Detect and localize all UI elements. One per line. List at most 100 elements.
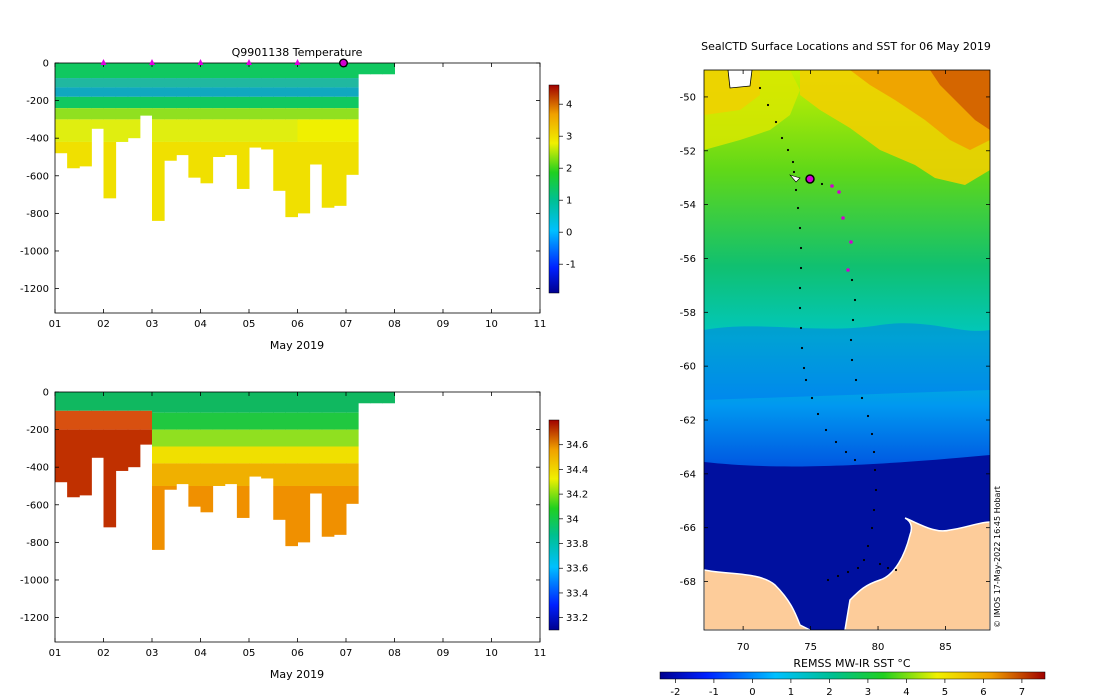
salinity-x-label: May 2019 xyxy=(270,668,324,681)
temperature-profile-cell xyxy=(164,87,177,97)
salinity-profile-cell xyxy=(297,429,311,447)
salinity-profile-cell xyxy=(249,392,262,413)
temperature-profile-cell xyxy=(79,119,92,142)
temperature-profile-cell xyxy=(200,108,214,120)
temperature-profile-cell xyxy=(333,96,347,109)
temperature-profile-cell xyxy=(370,63,383,75)
temperature-profile-cell xyxy=(261,119,274,142)
temperature-profile-cell xyxy=(273,108,286,120)
temperature-profile-cell xyxy=(91,119,104,129)
salinity-profile-cell xyxy=(333,485,347,535)
temperature-y-tick-label: -1200 xyxy=(20,284,49,295)
salinity-profile-cell xyxy=(200,429,214,447)
temperature-x-tick-label: 09 xyxy=(437,319,450,330)
salinity-profile-cell xyxy=(309,429,323,447)
sst-colorbar-tick-label: 5 xyxy=(942,687,948,698)
temperature-profile-cell xyxy=(164,96,177,109)
salinity-profile-cell xyxy=(91,392,104,411)
salinity-profiles xyxy=(55,392,395,550)
salinity-profile-cell xyxy=(249,446,262,464)
salinity-profile-cell xyxy=(346,463,359,486)
salinity-profile-cell xyxy=(67,392,80,411)
surface-marker xyxy=(294,59,301,65)
salinity-colorbar-tick-label: 34.6 xyxy=(566,440,588,451)
temperature-profile-cell xyxy=(115,108,129,120)
salinity-profile-cell xyxy=(309,412,323,430)
salinity-y-tick-label: -1200 xyxy=(20,613,49,624)
track-point xyxy=(878,562,882,566)
salinity-profile-cell xyxy=(285,392,298,413)
salinity-profile-cell xyxy=(370,392,383,404)
track-point xyxy=(851,318,855,322)
temperature-profile-cell xyxy=(115,63,129,79)
temperature-profile-cell xyxy=(152,141,165,221)
salinity-profile-cell xyxy=(188,429,201,447)
temperature-profile-cell xyxy=(152,119,165,142)
salinity-profile-cell xyxy=(188,463,201,486)
salinity-profile-cell xyxy=(67,429,80,498)
salinity-x-tick-label: 09 xyxy=(437,648,450,659)
temperature-y-tick-label: -1000 xyxy=(20,246,49,257)
temperature-profile-cell xyxy=(127,108,141,120)
salinity-profile-cell xyxy=(79,429,92,496)
temperature-profile-cell xyxy=(236,87,250,97)
salinity-profile-cell xyxy=(127,392,141,411)
salinity-profile-cell xyxy=(200,412,214,430)
temperature-colorbar-tick-label: 4 xyxy=(566,100,572,111)
track-point xyxy=(792,170,796,174)
track-point xyxy=(844,450,848,454)
track-point xyxy=(834,440,838,444)
temperature-profile-cell xyxy=(297,108,311,120)
temperature-profile-cell xyxy=(67,87,80,97)
temperature-profile-cell xyxy=(346,87,359,97)
temperature-profile-cell xyxy=(79,63,92,79)
salinity-profile-cell xyxy=(212,463,226,486)
map-lat-label: -60 xyxy=(680,362,696,373)
temperature-profile-cell xyxy=(236,78,250,88)
temperature-profile-cell xyxy=(176,78,189,88)
temperature-profile-cell xyxy=(224,78,238,88)
salinity-profile-cell xyxy=(285,446,298,464)
temperature-profile-cell xyxy=(321,141,335,208)
salinity-profile-cell xyxy=(224,463,238,485)
sst-colorbar-tick-label: 6 xyxy=(980,687,986,698)
map-latitude-axis: -50 -52 -54 -56 -58 -60 -62 -64 -66 -68 xyxy=(680,92,990,588)
temperature-columns xyxy=(55,63,395,221)
sst-field xyxy=(704,70,990,630)
temperature-colorbar-tick-label: -1 xyxy=(566,260,576,271)
salinity-profile-cell xyxy=(164,485,177,490)
track-point xyxy=(856,566,860,570)
temperature-profile-cell xyxy=(346,96,359,109)
temperature-profile-cell xyxy=(152,78,165,88)
salinity-y-tick-label: 0 xyxy=(43,388,49,399)
temperature-profile-cell xyxy=(273,78,286,88)
salinity-profile-cell xyxy=(115,392,129,411)
salinity-profile-cell xyxy=(115,410,129,430)
salinity-profile-cell xyxy=(152,463,165,486)
temperature-profile-cell xyxy=(224,119,238,142)
temperature-profile-cell xyxy=(55,96,68,109)
temperature-profile-cell xyxy=(261,108,274,120)
track-point xyxy=(866,414,870,418)
temperature-profile-cell xyxy=(321,108,335,120)
salinity-profile-cell xyxy=(164,446,177,464)
track-point xyxy=(799,266,803,270)
temperature-profile-cell xyxy=(212,78,226,88)
salinity-profile-cell xyxy=(346,429,359,447)
salinity-x-tick-label: 06 xyxy=(291,648,304,659)
salinity-profile-cell xyxy=(346,485,359,504)
temperature-profile-cell xyxy=(79,96,92,109)
temperature-profile-cell xyxy=(212,87,226,97)
temperature-profile-cell xyxy=(309,119,323,142)
salinity-profile-cell xyxy=(346,412,359,430)
salinity-profile-cell xyxy=(321,412,335,430)
temperature-profile-cell xyxy=(79,108,92,120)
temperature-profile-cell xyxy=(297,96,311,109)
track-point xyxy=(837,190,841,194)
salinity-profile-cell xyxy=(188,392,201,413)
temperature-profile-cell xyxy=(127,119,141,139)
salinity-profile-cell xyxy=(236,412,250,430)
temperature-colorbar-tick-label: 1 xyxy=(566,196,572,207)
temperature-y-tick-label: -800 xyxy=(26,209,49,220)
temperature-profile-cell xyxy=(236,96,250,109)
